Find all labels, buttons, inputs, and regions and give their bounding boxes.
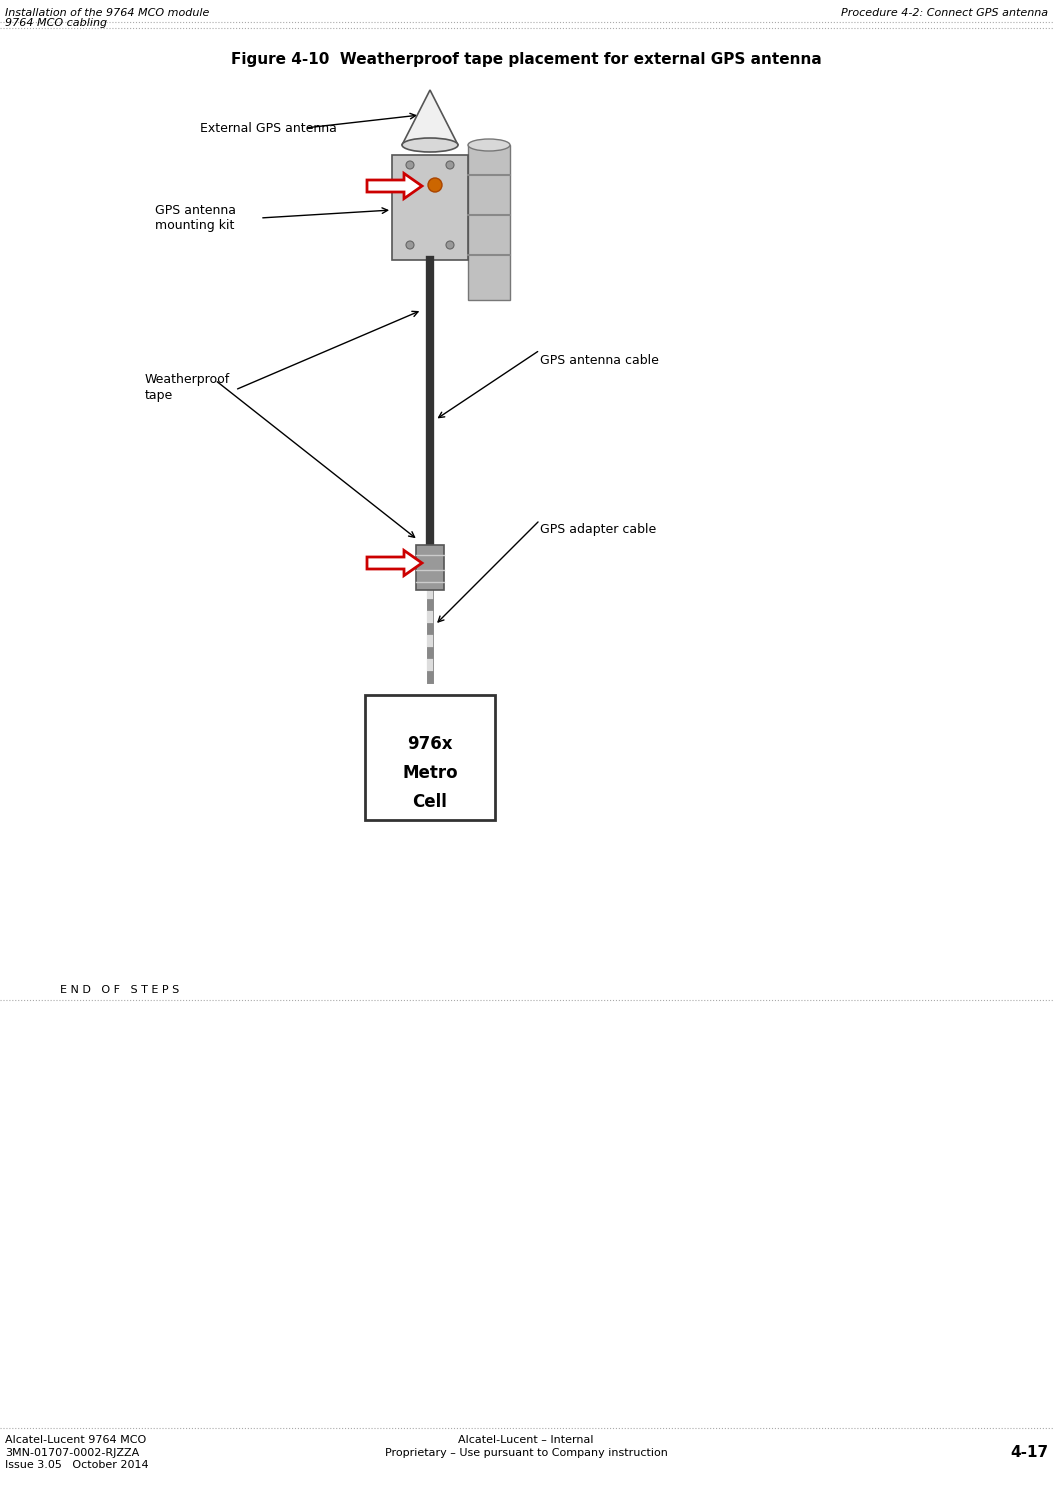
Text: Weatherproof: Weatherproof <box>145 373 231 387</box>
Text: External GPS antenna: External GPS antenna <box>200 122 337 134</box>
Circle shape <box>406 241 414 248</box>
Text: Procedure 4-2: Connect GPS antenna: Procedure 4-2: Connect GPS antenna <box>841 7 1048 18</box>
Text: Proprietary – Use pursuant to Company instruction: Proprietary – Use pursuant to Company in… <box>384 1448 668 1457</box>
Text: Figure 4-10  Weatherproof tape placement for external GPS antenna: Figure 4-10 Weatherproof tape placement … <box>231 52 821 67</box>
Text: tape: tape <box>145 390 174 403</box>
Circle shape <box>406 161 414 170</box>
Text: 4-17: 4-17 <box>1010 1445 1048 1460</box>
Text: mounting kit: mounting kit <box>155 220 235 232</box>
Polygon shape <box>402 91 458 146</box>
FancyBboxPatch shape <box>365 694 495 819</box>
Text: 3MN-01707-0002-RJZZA: 3MN-01707-0002-RJZZA <box>5 1448 139 1457</box>
Text: GPS antenna: GPS antenna <box>155 204 236 217</box>
Polygon shape <box>367 550 422 575</box>
FancyBboxPatch shape <box>416 546 444 590</box>
Text: 9764 MCO cabling: 9764 MCO cabling <box>5 18 107 28</box>
Circle shape <box>446 161 454 170</box>
Text: 976x
Metro
Cell: 976x Metro Cell <box>402 735 458 812</box>
Circle shape <box>446 241 454 248</box>
Ellipse shape <box>402 138 458 152</box>
Text: GPS adapter cable: GPS adapter cable <box>540 523 656 537</box>
Text: E N D   O F   S T E P S: E N D O F S T E P S <box>60 984 179 995</box>
FancyBboxPatch shape <box>392 155 468 260</box>
Text: Issue 3.05   October 2014: Issue 3.05 October 2014 <box>5 1460 148 1471</box>
FancyBboxPatch shape <box>468 146 510 300</box>
Text: Installation of the 9764 MCO module: Installation of the 9764 MCO module <box>5 7 210 18</box>
Circle shape <box>428 178 442 192</box>
Text: Alcatel-Lucent – Internal: Alcatel-Lucent – Internal <box>458 1435 594 1445</box>
Polygon shape <box>367 174 422 199</box>
Ellipse shape <box>468 138 510 152</box>
Text: Alcatel-Lucent 9764 MCO: Alcatel-Lucent 9764 MCO <box>5 1435 146 1445</box>
Text: GPS antenna cable: GPS antenna cable <box>540 354 659 366</box>
